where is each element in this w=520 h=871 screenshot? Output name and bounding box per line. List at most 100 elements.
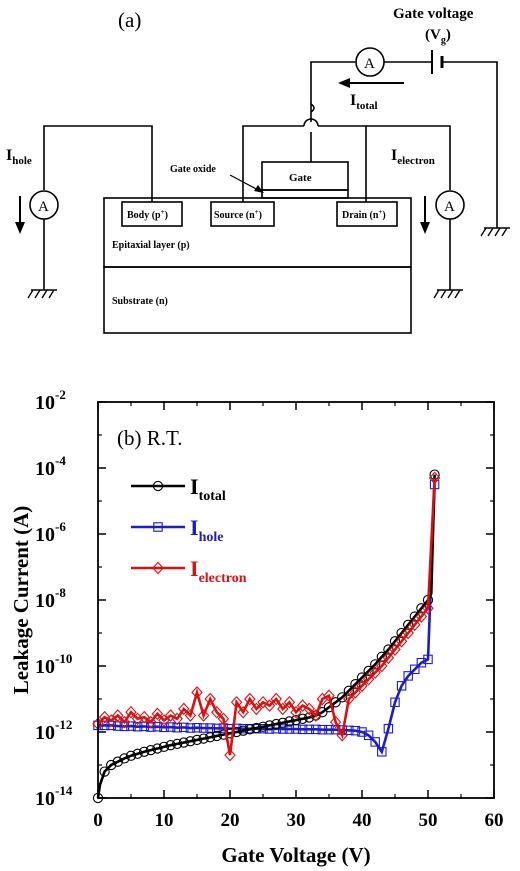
data-point-hole bbox=[159, 722, 169, 733]
leakage-chart: 0 10 20 30 40 50 60 10-2 10-4 10-6 10-8 10-10 10-12 1… bbox=[9, 387, 504, 867]
ammeter-hole-label: A bbox=[38, 199, 49, 215]
data-point-total bbox=[383, 644, 394, 655]
data-point-hole bbox=[284, 724, 295, 734]
gate-oxide-layer bbox=[261, 189, 349, 199]
data-point-hole bbox=[390, 697, 400, 708]
legend-item-hole: Ihole bbox=[131, 515, 223, 545]
y-tick-label: 10-4 bbox=[35, 453, 66, 480]
data-point-total bbox=[343, 685, 354, 696]
data-point-total bbox=[218, 729, 229, 740]
data-point-total bbox=[145, 745, 156, 756]
data-point-electron bbox=[204, 692, 216, 706]
ihole-arrow-head bbox=[15, 222, 25, 234]
data-point-electron bbox=[178, 702, 190, 716]
x-tick-label: 50 bbox=[419, 810, 438, 831]
body-wire bbox=[43, 125, 153, 202]
ihole-label: Ihole bbox=[6, 147, 32, 167]
data-point-total bbox=[356, 672, 368, 683]
data-point-total bbox=[409, 611, 420, 622]
data-point-total bbox=[178, 737, 189, 748]
legend-marker bbox=[152, 561, 164, 575]
y-tick-label: 10-2 bbox=[35, 387, 66, 414]
data-point-hole bbox=[357, 727, 367, 737]
data-point-hole bbox=[377, 747, 387, 757]
data-point-hole bbox=[410, 664, 420, 675]
data-point-hole bbox=[304, 724, 314, 735]
gate-oxide-pointer bbox=[229, 174, 261, 192]
data-point-electron bbox=[376, 659, 388, 673]
data-point-hole bbox=[363, 730, 374, 741]
data-point-electron bbox=[171, 712, 183, 726]
data-point-total bbox=[323, 702, 335, 713]
data-point-total bbox=[350, 679, 361, 690]
ground-symbol-right bbox=[480, 227, 510, 237]
data-point-hole bbox=[370, 737, 380, 747]
data-point-electron bbox=[164, 709, 177, 722]
data-point-total bbox=[132, 748, 143, 759]
data-point-hole bbox=[132, 721, 143, 732]
x-axis-label: Gate Voltage (V) bbox=[221, 843, 370, 867]
chart-legend: Itotal Ihole Ielectron bbox=[131, 474, 247, 586]
gate-wire-loop bbox=[310, 103, 315, 113]
data-point-electron bbox=[257, 695, 269, 709]
data-point-total bbox=[304, 712, 315, 723]
data-point-total bbox=[363, 665, 374, 677]
data-point-electron bbox=[191, 686, 203, 699]
data-point-electron bbox=[402, 626, 414, 640]
data-point-total bbox=[238, 725, 249, 736]
data-point-total bbox=[396, 627, 407, 639]
data-point-hole bbox=[179, 722, 189, 733]
data-point-electron bbox=[422, 601, 434, 615]
series-electron bbox=[92, 471, 441, 762]
data-point-electron bbox=[369, 666, 381, 679]
data-point-hole bbox=[383, 723, 394, 734]
data-point-electron bbox=[277, 702, 289, 716]
data-point-total bbox=[264, 720, 275, 731]
legend-item-total: Itotal bbox=[131, 474, 226, 504]
data-point-hole bbox=[317, 724, 328, 735]
ielectron-label: Ielectron bbox=[391, 147, 435, 167]
data-point-total bbox=[416, 603, 427, 614]
gate-label: Gate bbox=[289, 172, 312, 184]
data-point-electron bbox=[125, 705, 137, 719]
data-point-total bbox=[165, 740, 176, 751]
data-point-total bbox=[284, 716, 295, 727]
data-point-total bbox=[403, 619, 414, 630]
data-point-hole bbox=[403, 671, 413, 681]
source-drain-wire bbox=[242, 125, 304, 202]
data-point-total bbox=[205, 732, 216, 743]
gate-block bbox=[261, 161, 349, 191]
data-point-hole bbox=[350, 725, 361, 736]
data-point-electron bbox=[270, 692, 282, 706]
data-point-electron bbox=[343, 692, 355, 706]
data-point-total bbox=[389, 636, 401, 647]
ammeter-gate-label: A bbox=[364, 56, 375, 72]
data-point-total bbox=[376, 651, 387, 662]
data-point-electron bbox=[244, 692, 256, 706]
gate-wire-top bbox=[310, 61, 355, 112]
y-tick-label: 10-6 bbox=[35, 519, 66, 546]
data-point-hole bbox=[126, 721, 136, 731]
series-line-total bbox=[96, 474, 436, 799]
data-point-electron bbox=[138, 710, 150, 724]
gate-voltage-label: Gate voltage bbox=[393, 6, 474, 22]
data-point-electron bbox=[290, 705, 302, 719]
data-point-electron bbox=[151, 707, 164, 721]
data-point-electron bbox=[415, 610, 428, 623]
data-point-electron bbox=[158, 714, 170, 727]
legend-marker bbox=[152, 480, 164, 492]
panel-a-label: (a) bbox=[118, 8, 141, 32]
ground-symbol-hole bbox=[27, 289, 57, 299]
epitaxial-label: Epitaxial layer (p) bbox=[112, 240, 190, 251]
battery-to-ground-wire bbox=[442, 61, 498, 228]
vg-label: (Vg) bbox=[425, 27, 451, 46]
data-point-electron bbox=[428, 471, 441, 485]
data-point-hole bbox=[423, 654, 433, 665]
data-point-electron bbox=[145, 715, 157, 729]
data-point-total bbox=[271, 718, 282, 730]
data-point-total bbox=[158, 741, 170, 752]
data-point-hole bbox=[416, 657, 427, 668]
series-line-electron bbox=[97, 477, 436, 756]
data-point-total bbox=[290, 714, 302, 726]
data-point-total bbox=[119, 753, 130, 764]
